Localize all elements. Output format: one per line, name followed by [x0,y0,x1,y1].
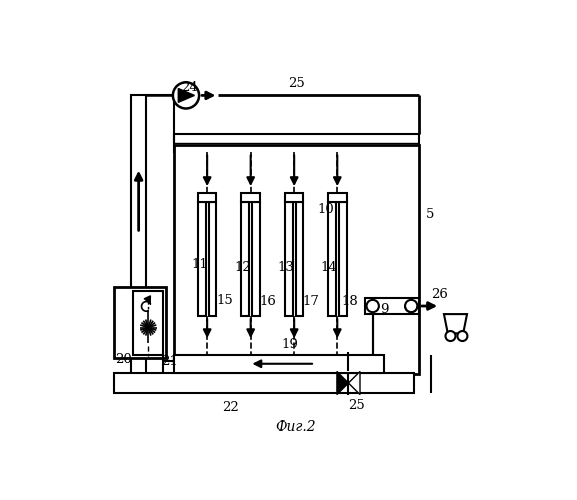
Bar [296,202,304,316]
Text: 9: 9 [380,303,388,316]
Text: 11: 11 [191,258,208,272]
Bar [285,202,293,316]
Circle shape [405,300,417,312]
Text: 26: 26 [431,288,448,302]
Polygon shape [349,372,360,394]
Text: 15: 15 [217,294,234,306]
Text: 14: 14 [321,260,338,274]
Text: 10: 10 [318,203,335,216]
Bar [114,287,166,358]
Text: 20: 20 [115,353,132,366]
Text: 21: 21 [161,354,178,368]
Text: 12: 12 [234,260,251,274]
Text: 13: 13 [278,260,294,274]
Bar [114,373,414,393]
Polygon shape [337,372,349,394]
Bar [339,202,347,316]
Bar [174,134,419,152]
Text: 24: 24 [181,81,198,94]
Polygon shape [444,314,467,334]
Text: 18: 18 [342,294,359,308]
Text: 17: 17 [302,294,319,308]
Bar [285,193,304,202]
Text: 22: 22 [223,401,239,414]
Bar [365,298,419,314]
Bar [174,144,419,374]
Text: Фиг.2: Фиг.2 [275,420,316,434]
Circle shape [366,300,379,312]
Bar [198,193,216,202]
Polygon shape [178,88,194,102]
Circle shape [173,82,199,108]
Text: 25: 25 [348,399,365,412]
Circle shape [458,331,467,341]
Text: 19: 19 [281,338,298,350]
Bar [131,96,147,374]
Bar [241,193,260,202]
Text: 25: 25 [288,76,305,90]
Text: 16: 16 [260,294,276,308]
Text: 5: 5 [426,208,434,220]
Bar [328,202,336,316]
Bar [133,291,163,354]
Bar [241,202,249,316]
Bar [174,354,384,373]
Bar [198,202,205,316]
Circle shape [445,331,455,341]
Bar [209,202,216,316]
Bar [328,193,347,202]
Bar [252,202,260,316]
